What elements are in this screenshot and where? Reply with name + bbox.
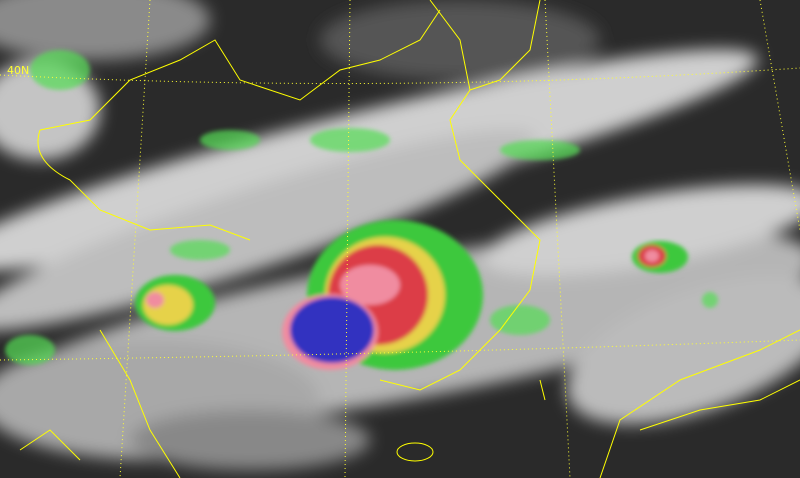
convective-storm-main	[282, 220, 483, 370]
low-cloud-speckles	[5, 50, 718, 365]
convective-storm-west	[135, 275, 215, 331]
convective-storm-east	[632, 241, 688, 273]
coastlines-boundaries	[19, 0, 800, 478]
latitude-label-40n: 40N	[7, 64, 30, 77]
